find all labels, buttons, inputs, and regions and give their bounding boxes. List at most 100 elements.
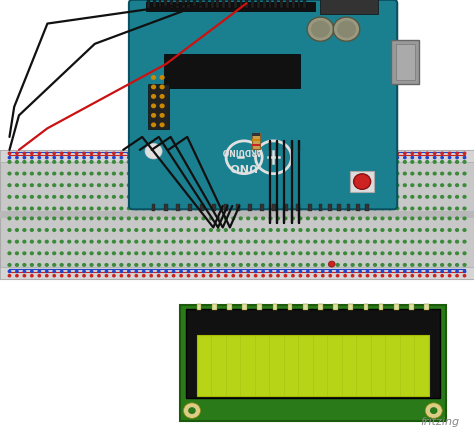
Circle shape: [299, 184, 302, 187]
Bar: [257, 304, 262, 310]
Circle shape: [463, 184, 466, 187]
Circle shape: [448, 229, 451, 232]
Circle shape: [38, 271, 40, 273]
Circle shape: [120, 173, 123, 175]
Bar: [148, 85, 169, 129]
Circle shape: [292, 264, 294, 267]
Circle shape: [160, 77, 164, 80]
Circle shape: [194, 208, 197, 210]
Circle shape: [381, 264, 384, 267]
Circle shape: [314, 184, 317, 187]
Circle shape: [68, 252, 71, 255]
Circle shape: [157, 161, 160, 164]
Bar: [246, 1, 248, 9]
Circle shape: [456, 208, 458, 210]
Circle shape: [381, 184, 384, 187]
Circle shape: [128, 184, 130, 187]
Circle shape: [433, 161, 436, 164]
Circle shape: [75, 241, 78, 243]
Circle shape: [60, 241, 63, 243]
Circle shape: [366, 229, 369, 232]
Circle shape: [8, 161, 11, 164]
Circle shape: [150, 184, 153, 187]
Circle shape: [441, 196, 444, 199]
Circle shape: [105, 157, 108, 160]
Circle shape: [254, 264, 257, 267]
Circle shape: [8, 184, 11, 187]
Circle shape: [112, 252, 115, 255]
Bar: [303, 1, 306, 9]
Circle shape: [105, 229, 108, 232]
Circle shape: [419, 229, 421, 232]
Circle shape: [164, 173, 167, 175]
Circle shape: [262, 264, 264, 267]
Circle shape: [38, 196, 41, 199]
Circle shape: [262, 241, 264, 243]
Circle shape: [381, 161, 384, 164]
Circle shape: [53, 241, 55, 243]
Circle shape: [329, 271, 331, 273]
Circle shape: [448, 208, 451, 210]
Circle shape: [53, 173, 55, 175]
Circle shape: [456, 264, 458, 267]
Circle shape: [23, 161, 26, 164]
Circle shape: [321, 157, 324, 160]
Circle shape: [38, 184, 41, 187]
Circle shape: [396, 264, 399, 267]
Circle shape: [321, 275, 324, 277]
Circle shape: [164, 184, 167, 187]
Circle shape: [232, 196, 235, 199]
Bar: [212, 205, 216, 212]
Circle shape: [307, 218, 310, 220]
Circle shape: [426, 208, 428, 210]
Circle shape: [411, 218, 414, 220]
Circle shape: [403, 208, 406, 210]
Circle shape: [292, 218, 294, 220]
Circle shape: [53, 229, 55, 232]
Circle shape: [329, 157, 331, 160]
Circle shape: [426, 271, 428, 273]
Circle shape: [307, 196, 310, 199]
Circle shape: [441, 252, 444, 255]
Circle shape: [374, 184, 376, 187]
Bar: [319, 205, 322, 212]
Circle shape: [9, 153, 11, 155]
Circle shape: [359, 173, 362, 175]
Circle shape: [381, 196, 384, 199]
Circle shape: [187, 153, 190, 155]
Bar: [152, 205, 155, 212]
Circle shape: [112, 241, 115, 243]
Circle shape: [351, 271, 354, 273]
Circle shape: [456, 252, 458, 255]
Circle shape: [30, 218, 33, 220]
Circle shape: [142, 264, 145, 267]
Circle shape: [180, 184, 182, 187]
Circle shape: [187, 184, 190, 187]
Circle shape: [135, 184, 138, 187]
Circle shape: [120, 271, 123, 273]
Circle shape: [16, 161, 18, 164]
Circle shape: [307, 153, 309, 155]
Bar: [346, 205, 350, 212]
Bar: [391, 41, 419, 85]
Circle shape: [75, 229, 78, 232]
Circle shape: [210, 275, 212, 277]
Circle shape: [75, 271, 78, 273]
Circle shape: [82, 184, 85, 187]
Circle shape: [142, 161, 145, 164]
Circle shape: [23, 264, 26, 267]
Circle shape: [16, 173, 18, 175]
Circle shape: [292, 229, 294, 232]
Circle shape: [120, 157, 123, 160]
Circle shape: [239, 229, 242, 232]
Circle shape: [434, 275, 436, 277]
Circle shape: [329, 218, 332, 220]
Circle shape: [433, 208, 436, 210]
Circle shape: [128, 161, 130, 164]
Circle shape: [160, 95, 164, 99]
Circle shape: [403, 241, 406, 243]
Circle shape: [210, 161, 212, 164]
Circle shape: [434, 271, 436, 273]
Circle shape: [135, 252, 138, 255]
Circle shape: [359, 241, 362, 243]
